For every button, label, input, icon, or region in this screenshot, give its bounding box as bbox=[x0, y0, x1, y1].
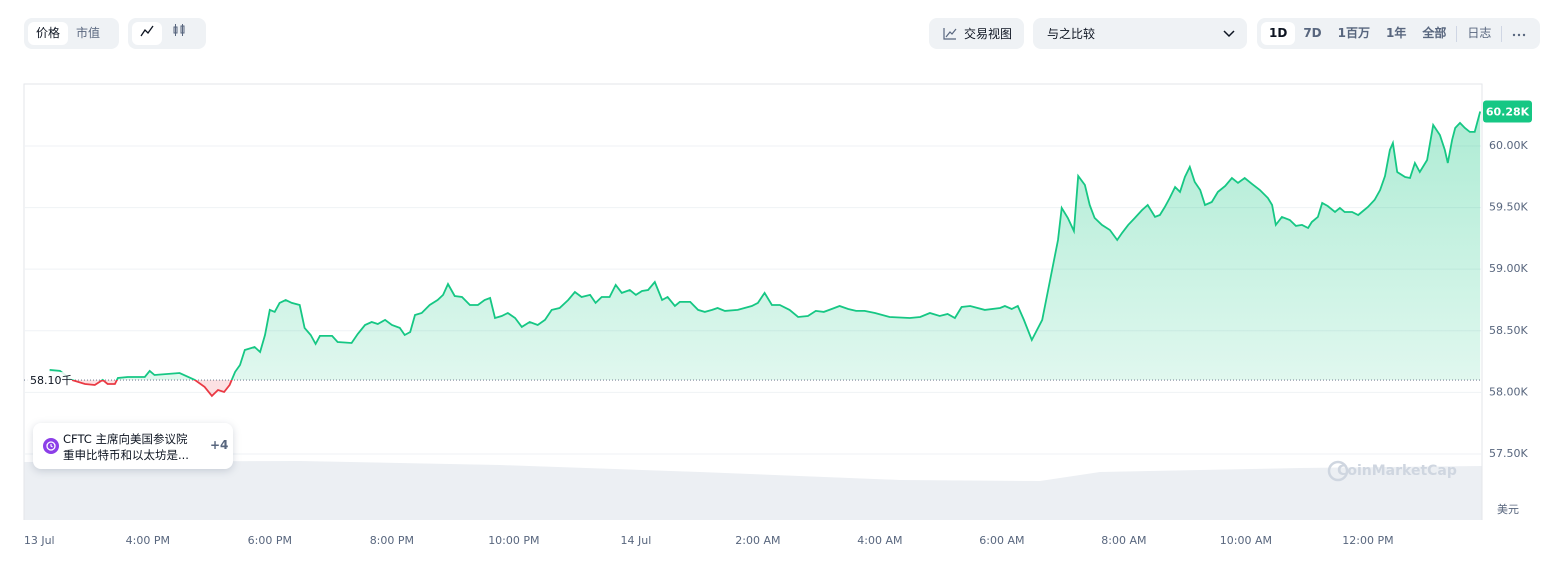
y-tick-label: 58.00K bbox=[1489, 385, 1528, 398]
line-icon[interactable] bbox=[132, 22, 162, 45]
news-line: 重申比特币和以太坊是... bbox=[63, 448, 189, 462]
x-tick-label: 10:00 AM bbox=[1220, 534, 1272, 547]
x-tick-label: 6:00 PM bbox=[248, 534, 292, 547]
x-tick-label: 4:00 AM bbox=[857, 534, 902, 547]
y-unit-label: 美元 bbox=[1497, 503, 1519, 516]
news-more: +4 bbox=[210, 438, 229, 452]
range-tabs: 1D 7D 1百万 1年 全部 日志 bbox=[1257, 18, 1540, 49]
chevron bbox=[1223, 29, 1235, 37]
icon bbox=[140, 25, 154, 37]
range-tab[interactable]: 全部 bbox=[1422, 26, 1447, 40]
button-label: 交易视图 bbox=[964, 27, 1013, 41]
chart-style-tabs bbox=[128, 18, 206, 49]
metric-tabs: 价格 市值 bbox=[24, 18, 119, 49]
watermark: CoinMarketCap bbox=[1337, 463, 1457, 479]
plot-frame bbox=[23, 83, 1483, 520]
x-tick-label: 14 Jul bbox=[620, 534, 651, 547]
divider bbox=[1456, 25, 1458, 42]
news-text: CFTC 主席向美国参议院 重申比特币和以太坊是... bbox=[63, 431, 189, 463]
more-menu[interactable] bbox=[1504, 22, 1534, 45]
range-tab[interactable]: 1年 bbox=[1385, 26, 1407, 40]
y-tick-label: 57.50K bbox=[1489, 447, 1528, 460]
range-tab[interactable]: 1D bbox=[1261, 22, 1296, 45]
news-card[interactable]: CFTC 主席向美国参议院 重申比特币和以太坊是... +4 bbox=[33, 423, 233, 469]
x-tick-label: 8:00 PM bbox=[370, 534, 414, 547]
y-tick-label: 60.00K bbox=[1489, 139, 1528, 152]
x-tick-label: 10:00 PM bbox=[488, 534, 539, 547]
range-tab[interactable]: 7D bbox=[1303, 26, 1322, 40]
price-line bbox=[49, 111, 1482, 381]
y-tick-label: 59.50K bbox=[1489, 201, 1528, 214]
news-icon bbox=[43, 438, 59, 454]
tab[interactable]: 价格 bbox=[28, 22, 69, 45]
current-price-label: 60.28K bbox=[1486, 105, 1530, 118]
divider bbox=[1501, 25, 1503, 42]
area-below bbox=[72, 380, 232, 396]
icon bbox=[1513, 33, 1526, 37]
tab[interactable]: 市值 bbox=[76, 26, 101, 40]
compare-dropdown[interactable]: 与之比较 bbox=[1033, 18, 1247, 49]
news-line: CFTC 主席向美国参议院 bbox=[63, 432, 188, 446]
dropdown-label: 与之比较 bbox=[1047, 27, 1096, 41]
watermark-logo bbox=[1327, 460, 1349, 482]
icon bbox=[943, 28, 957, 40]
icon bbox=[173, 24, 185, 36]
x-tick-label: 13 Jul bbox=[24, 534, 55, 547]
y-tick-label: 59.00K bbox=[1489, 262, 1528, 275]
trading-view-button[interactable]: 交易视图 bbox=[929, 18, 1024, 49]
x-tick-label: 2:00 AM bbox=[735, 534, 780, 547]
x-tick-label: 4:00 PM bbox=[126, 534, 170, 547]
x-tick-label: 6:00 AM bbox=[979, 534, 1024, 547]
reference-label: 58.10千 bbox=[30, 374, 73, 387]
y-tick-label: 58.50K bbox=[1489, 324, 1528, 337]
x-tick-label: 8:00 AM bbox=[1101, 534, 1146, 547]
reference-label-bg bbox=[26, 372, 72, 389]
area-above bbox=[49, 111, 1481, 381]
candle-icon[interactable] bbox=[162, 22, 196, 45]
volume-area bbox=[24, 461, 1482, 520]
log-tab[interactable]: 日志 bbox=[1467, 26, 1492, 40]
range-tab[interactable]: 1百万 bbox=[1337, 26, 1370, 40]
current-price-badge bbox=[1483, 100, 1532, 123]
x-tick-label: 12:00 PM bbox=[1342, 534, 1393, 547]
